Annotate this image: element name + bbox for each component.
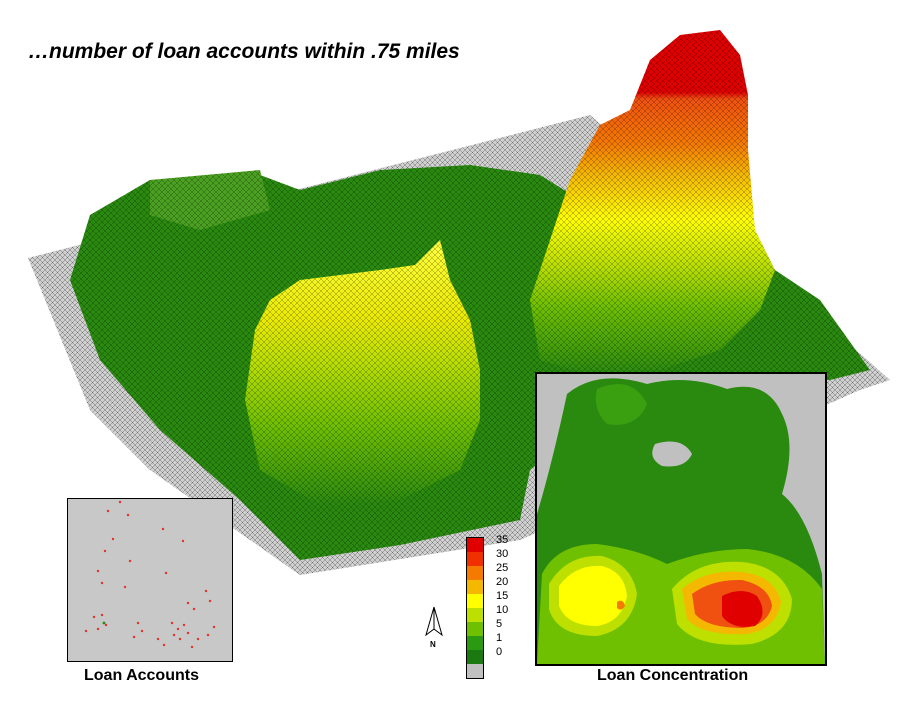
legend-swatch <box>466 650 484 664</box>
legend-swatch <box>466 580 484 594</box>
account-point <box>96 569 100 573</box>
account-point <box>176 627 180 631</box>
account-point <box>162 643 166 647</box>
account-point <box>106 509 110 513</box>
legend-label: 10 <box>496 604 509 616</box>
account-point <box>126 513 130 517</box>
account-point <box>92 615 96 619</box>
account-point <box>178 637 182 641</box>
legend-swatch <box>466 594 484 608</box>
account-point <box>100 581 104 585</box>
legend-label: 0 <box>496 646 503 658</box>
page-title: …number of loan accounts within .75 mile… <box>28 40 460 63</box>
account-point <box>186 631 190 635</box>
account-point <box>96 627 100 631</box>
account-point <box>186 601 190 605</box>
account-point <box>156 637 160 641</box>
legend-swatch <box>466 636 484 650</box>
account-point <box>102 621 106 625</box>
north-label: N <box>430 640 436 649</box>
legend-swatch <box>466 537 484 552</box>
loan-accounts-points <box>84 500 216 649</box>
loan-concentration-map <box>535 372 827 666</box>
account-point <box>128 559 132 563</box>
north-arrow-icon <box>425 606 443 637</box>
account-point <box>118 500 122 504</box>
account-point <box>208 599 212 603</box>
account-point <box>190 645 194 649</box>
account-point <box>136 621 140 625</box>
account-point <box>123 585 127 589</box>
account-point <box>103 549 107 553</box>
color-legend: 35 30 25 20 15 10 5 1 0 <box>466 534 508 679</box>
account-point <box>100 613 104 617</box>
account-point <box>196 637 200 641</box>
legend-label: 1 <box>496 632 503 644</box>
legend-swatch <box>466 608 484 622</box>
account-point <box>132 635 136 639</box>
legend-swatch <box>466 664 484 679</box>
account-point <box>111 537 115 541</box>
loan-concentration-label: Loan Concentration <box>597 667 749 684</box>
account-point <box>140 629 144 633</box>
legend-label: 15 <box>496 590 509 602</box>
account-point <box>181 539 185 543</box>
legend-label: 35 <box>496 534 509 546</box>
loan-accounts-map <box>67 498 233 662</box>
loan-concentration-contours <box>537 374 825 664</box>
account-point <box>161 527 165 531</box>
account-point <box>212 625 216 629</box>
legend-label: 20 <box>496 576 509 588</box>
account-point <box>204 589 208 593</box>
account-point <box>182 623 186 627</box>
account-point <box>170 621 174 625</box>
account-point <box>84 629 88 633</box>
account-point <box>164 571 168 575</box>
legend-swatch <box>466 566 484 580</box>
legend-label: 25 <box>496 562 509 574</box>
account-point <box>172 633 176 637</box>
legend-label: 5 <box>496 618 503 630</box>
account-point <box>104 623 108 627</box>
legend-label: 30 <box>496 548 509 560</box>
account-point <box>192 607 196 611</box>
legend-swatch <box>466 622 484 636</box>
account-point <box>206 633 210 637</box>
loan-accounts-label: Loan Accounts <box>84 667 199 684</box>
legend-swatch <box>466 552 484 566</box>
